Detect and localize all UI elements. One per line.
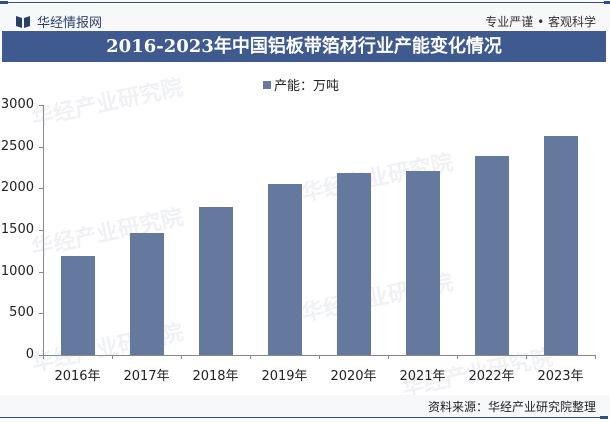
bar-2020年 [336, 173, 371, 355]
y-tick-label: 2500 [0, 138, 34, 154]
y-tick [39, 146, 43, 148]
y-tick [39, 188, 43, 190]
x-tick [181, 355, 182, 359]
y-tick-label: 0 [25, 347, 34, 362]
watermark: 华经产业研究院 [29, 75, 186, 132]
y-tick-label: 1500 [0, 222, 34, 237]
y-tick-label: 2000 [0, 180, 34, 196]
x-tick [595, 355, 596, 359]
bar-2021年 [405, 170, 440, 355]
legend-swatch [263, 80, 271, 89]
y-tick-label: 500 [9, 305, 34, 321]
x-tick-label: 2016年 [54, 369, 101, 384]
x-tick-label: 2020年 [330, 369, 377, 384]
footer-band [0, 395, 610, 417]
brand-logo-icon [16, 16, 30, 28]
bar-2023年 [543, 135, 578, 355]
source-note: 资料来源：华经产业研究院整理 [427, 400, 596, 414]
title-bar: 2016-2023年中国铝板带箔材行业产能变化情况 [2, 31, 606, 62]
x-tick [388, 355, 389, 359]
slogan: 专业严谨 • 客观科学 [485, 15, 596, 29]
bar-2019年 [267, 184, 302, 355]
x-tick [250, 355, 251, 359]
bar-2022年 [474, 155, 509, 355]
header: 华经情报网 专业严谨 • 客观科学 [0, 4, 610, 31]
x-tick [112, 355, 113, 359]
y-tick-label: 3000 [0, 97, 34, 112]
footer-rule [0, 417, 606, 418]
y-tick [39, 230, 43, 231]
bar-2017年 [129, 233, 164, 355]
y-tick [39, 313, 43, 315]
footer-rule-accent [600, 416, 608, 419]
top-rule [0, 2, 606, 3]
x-tick-label: 2019年 [261, 369, 308, 384]
legend: 产能：万吨 [263, 75, 339, 94]
x-tick-label: 2017年 [123, 369, 170, 384]
x-tick [457, 355, 458, 359]
legend-label: 产能：万吨 [274, 79, 340, 94]
y-axis [43, 105, 44, 355]
x-tick [526, 355, 527, 359]
x-tick-label: 2022年 [468, 369, 515, 384]
bar-2018年 [198, 206, 233, 355]
brand-name: 华经情报网 [37, 16, 103, 31]
x-tick-label: 2018年 [192, 369, 239, 384]
x-tick [43, 355, 44, 359]
x-tick-label: 2023年 [537, 369, 584, 384]
bar-2016年 [60, 255, 95, 355]
x-tick-label: 2021年 [399, 369, 446, 384]
top-rule-accent-left [0, 1, 8, 4]
x-tick [319, 355, 320, 359]
y-tick [39, 105, 43, 106]
y-tick [39, 271, 43, 273]
top-rule-accent-right [604, 1, 610, 6]
y-tick [39, 355, 43, 356]
y-tick-label: 1000 [0, 263, 34, 279]
chart-title: 2016-2023年中国铝板带箔材行业产能变化情况 [106, 36, 502, 57]
